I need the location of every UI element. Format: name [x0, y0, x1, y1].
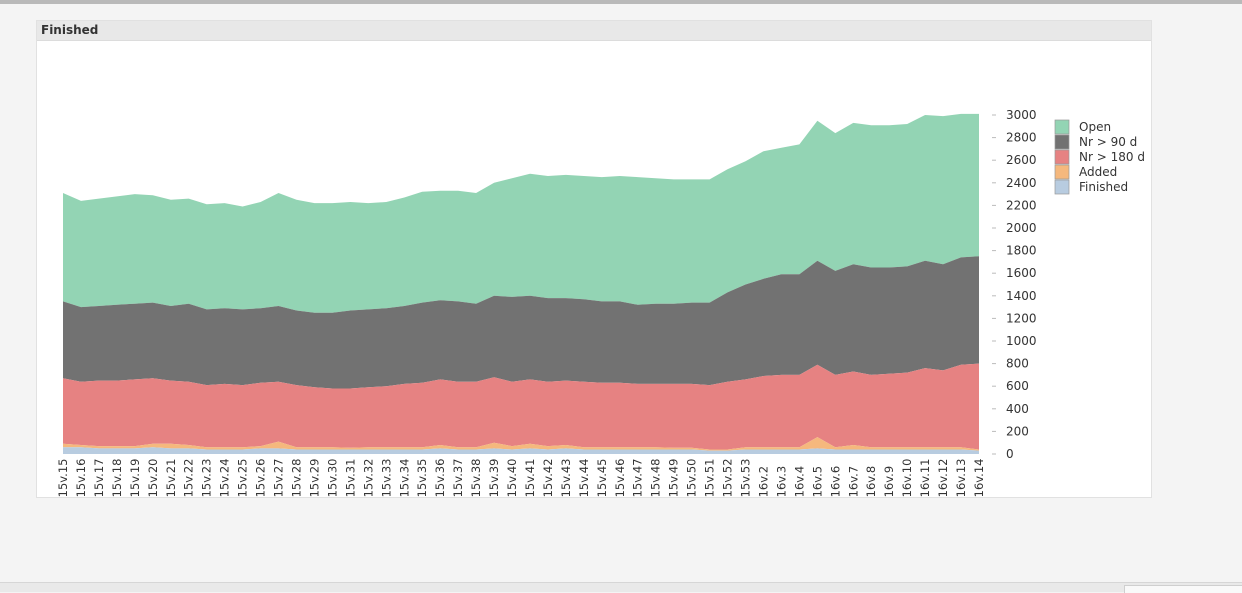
- area-series-1: [63, 256, 979, 389]
- status-box: [1124, 585, 1242, 593]
- y-tick-label: 1400: [1006, 289, 1037, 303]
- x-tick-label: 2015v.39: [487, 459, 501, 497]
- x-tick-label: 2015v.44: [577, 459, 591, 497]
- x-tick-label: 2016v.6: [828, 466, 842, 497]
- x-tick-label: 2015v.41: [523, 459, 537, 497]
- x-tick-label: 2016v.5: [810, 466, 824, 497]
- x-tick-label: 2016v.7: [846, 466, 860, 497]
- x-tick-label: 2015v.49: [667, 459, 681, 497]
- y-tick-label: 200: [1006, 424, 1029, 438]
- x-tick-label: 2015v.15: [56, 459, 70, 497]
- x-tick-label: 2016v.4: [792, 466, 806, 497]
- legend-label: Added: [1079, 165, 1117, 179]
- x-tick-label: 2015v.33: [379, 459, 393, 497]
- y-tick-label: 0: [1006, 447, 1014, 461]
- y-tick-label: 3000: [1006, 108, 1037, 122]
- legend-label: Nr > 180 d: [1079, 150, 1145, 164]
- x-tick-label: 2015v.24: [218, 458, 232, 497]
- legend-swatch: [1054, 164, 1070, 180]
- y-tick-label: 1200: [1006, 311, 1037, 325]
- legend-label: Nr > 90 d: [1079, 135, 1137, 149]
- x-tick-label: 2015v.40: [505, 459, 519, 497]
- x-tick-label: 2016v.3: [774, 466, 788, 497]
- window-top-strip: [0, 0, 1242, 4]
- x-tick-label: 2015v.51: [703, 459, 717, 497]
- x-tick-label: 2016v.10: [900, 459, 914, 497]
- legend-label: Finished: [1079, 180, 1128, 194]
- x-tick-label: 2015v.18: [110, 459, 124, 497]
- x-tick-label: 2015v.32: [361, 458, 375, 497]
- x-tick-label: 2015v.42: [541, 458, 555, 497]
- x-tick-label: 2015v.48: [649, 459, 663, 497]
- legend-swatch: [1054, 149, 1070, 165]
- y-tick-label: 1000: [1006, 334, 1037, 348]
- x-tick-label: 2015v.50: [685, 459, 699, 497]
- x-tick-label: 2015v.28: [290, 459, 304, 497]
- y-tick-label: 400: [1006, 402, 1029, 416]
- panel-header[interactable]: Finished: [37, 21, 1151, 41]
- legend-swatch: [1054, 119, 1070, 135]
- area-series-3: [63, 437, 979, 451]
- y-tick-label: 1800: [1006, 244, 1037, 258]
- x-tick-label: 2016v.8: [864, 466, 878, 497]
- x-tick-label: 2016v.14: [972, 459, 986, 497]
- x-tick-label: 2016v.9: [882, 466, 896, 497]
- chart-panel: Finished 0 200 400 600 800 1000 1200 1400 1600 18…: [36, 20, 1152, 498]
- y-axis: 0 200 400 600 800 1000 1200 1400 1600 1800 2000 220…: [992, 108, 1037, 461]
- legend-swatch: [1054, 134, 1070, 150]
- x-tick-label: 2015v.22: [182, 459, 196, 497]
- x-tick-label: 2015v.43: [559, 459, 573, 497]
- y-tick-label: 2000: [1006, 221, 1037, 235]
- x-tick-label: 2015v.34: [397, 459, 411, 497]
- x-tick-label: 2016v.11: [918, 459, 932, 497]
- x-tick-label: 2015v.46: [613, 459, 627, 497]
- x-tick-label: 2015v.17: [92, 459, 106, 497]
- x-tick-label: 2015v.53: [739, 459, 753, 497]
- x-tick-label: 2016v.12: [936, 459, 950, 497]
- x-tick-label: 2015v.16: [74, 459, 88, 497]
- area-series-2: [63, 363, 979, 450]
- area-series-4: [63, 447, 979, 454]
- x-tick-label: 2015v.30: [325, 459, 339, 497]
- area-series-0: [63, 113, 979, 313]
- x-tick-label: 2015v.27: [272, 459, 286, 497]
- x-tick-label: 2015v.21: [164, 459, 178, 497]
- x-tick-label: 2015v.37: [451, 458, 465, 497]
- x-tick-label: 2015v.23: [200, 459, 214, 497]
- x-tick-label: 2015v.25: [236, 459, 250, 497]
- x-tick-label: 2015v.36: [433, 459, 447, 497]
- x-tick-label: 2015v.29: [308, 459, 322, 497]
- x-tick-label: 2015v.26: [254, 459, 268, 497]
- y-tick-label: 2600: [1006, 153, 1037, 167]
- x-tick-label: 2015v.47: [631, 458, 645, 497]
- x-tick-label: 2015v.35: [415, 459, 429, 497]
- x-tick-label: 2015v.45: [595, 459, 609, 497]
- status-strip: [0, 582, 1242, 593]
- x-tick-label: 2016v.2: [757, 466, 771, 497]
- x-tick-label: 2015v.19: [128, 458, 142, 497]
- y-tick-label: 800: [1006, 357, 1029, 371]
- y-tick-label: 2200: [1006, 198, 1037, 212]
- x-tick-label: 2015v.52: [721, 458, 735, 497]
- y-tick-label: 1600: [1006, 266, 1037, 280]
- legend-label: Open: [1079, 120, 1111, 134]
- x-tick-label: 2015v.31: [343, 459, 357, 497]
- x-axis: 2015v.15 2015v.16 2015v.17 2015v.18 2015v.19…: [56, 458, 986, 497]
- y-tick-label: 2400: [1006, 176, 1037, 190]
- x-tick-label: 2015v.38: [469, 459, 483, 497]
- legend-swatch: [1054, 179, 1070, 195]
- y-tick-label: 2800: [1006, 131, 1037, 145]
- x-tick-label: 2016v.13: [954, 458, 968, 497]
- chart-areas: [63, 113, 979, 454]
- x-tick-label: 2015v.20: [146, 459, 160, 497]
- y-tick-label: 600: [1006, 379, 1029, 393]
- area-chart: 0 200 400 600 800 1000 1200 1400 1600 1800 2000 220…: [56, 108, 1145, 497]
- panel-title: Finished: [41, 23, 99, 37]
